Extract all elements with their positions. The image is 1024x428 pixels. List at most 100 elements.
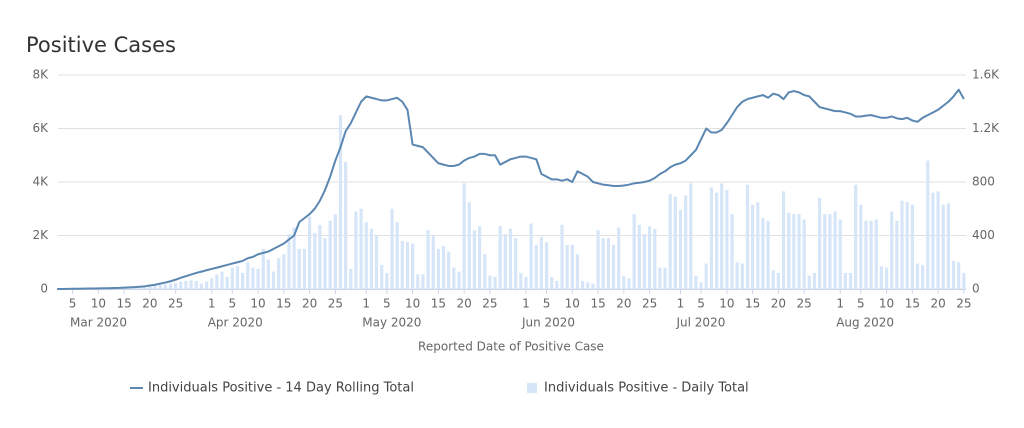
- x-tick-label: 10: [405, 297, 420, 311]
- bar: [591, 283, 595, 289]
- y-tick-label: 6K: [32, 121, 49, 135]
- bar: [277, 258, 281, 289]
- bar: [647, 226, 652, 289]
- bar: [457, 271, 461, 289]
- bar: [225, 276, 229, 289]
- y-tick-label: 2K: [32, 228, 49, 242]
- bar: [642, 234, 647, 289]
- bar: [483, 254, 487, 289]
- y-tick-label: 8K: [32, 68, 49, 82]
- bar: [287, 234, 291, 289]
- bar: [565, 244, 569, 289]
- bar: [158, 284, 162, 289]
- bar: [622, 275, 626, 289]
- x-tick-label: 15: [745, 297, 760, 311]
- bar: [818, 198, 822, 289]
- legend-label: Individuals Positive - Daily Total: [544, 381, 749, 396]
- x-tick-label: 5: [228, 297, 236, 311]
- x-tick-label: 10: [565, 297, 580, 311]
- bar: [833, 211, 837, 289]
- bar: [725, 190, 729, 289]
- bar: [709, 187, 714, 289]
- bar: [673, 196, 677, 289]
- bar: [848, 272, 853, 289]
- bar: [915, 263, 920, 289]
- y2-tick-label: 800: [972, 175, 995, 189]
- bar: [431, 235, 435, 289]
- bar: [544, 242, 549, 289]
- bar: [318, 224, 322, 289]
- bar: [436, 248, 440, 289]
- bar: [447, 251, 451, 289]
- bar: [864, 220, 868, 289]
- bar: [895, 220, 899, 289]
- x-tick-label: 15: [905, 297, 920, 311]
- bar: [220, 271, 224, 289]
- bar: [344, 161, 348, 289]
- x-tick-label: 1: [677, 297, 685, 311]
- bar: [694, 275, 698, 289]
- bar: [704, 263, 708, 289]
- bar: [210, 278, 214, 289]
- x-tick-label: 15: [116, 297, 131, 311]
- bar: [730, 214, 734, 289]
- bar: [174, 282, 178, 289]
- bar: [632, 214, 636, 289]
- bar: [684, 195, 688, 289]
- bar: [416, 274, 420, 289]
- bar: [524, 276, 528, 289]
- x-tick-label: 5: [543, 297, 551, 311]
- bar: [766, 220, 770, 289]
- bar: [266, 259, 270, 289]
- y2-tick-label: 1.2K: [972, 121, 1000, 135]
- bar: [503, 234, 507, 289]
- x-tick-label: 25: [956, 297, 971, 311]
- bar: [581, 280, 585, 289]
- x-tick-label: 20: [456, 297, 471, 311]
- bar: [235, 266, 240, 289]
- bar: [390, 208, 394, 289]
- bar: [787, 212, 791, 289]
- x-tick-label: 25: [168, 297, 183, 311]
- bar: [560, 224, 564, 289]
- bar: [472, 230, 477, 289]
- bar: [838, 219, 842, 289]
- chart-title: Positive Cases: [26, 33, 176, 57]
- bar: [467, 202, 471, 289]
- bar: [941, 204, 945, 289]
- bar: [179, 281, 183, 289]
- x-tick-label: 1: [208, 297, 216, 311]
- bar: [781, 191, 786, 289]
- bar: [678, 210, 683, 289]
- bar: [374, 235, 379, 289]
- bar: [668, 194, 672, 289]
- bar: [735, 262, 739, 289]
- bar: [745, 184, 750, 289]
- month-label: Mar 2020: [70, 316, 127, 330]
- bar: [477, 226, 482, 289]
- x-tick-label: 5: [69, 297, 77, 311]
- bar: [364, 222, 368, 289]
- bar: [488, 275, 492, 289]
- bar: [153, 285, 157, 289]
- bar: [168, 283, 173, 289]
- bar: [395, 222, 399, 289]
- bar: [714, 192, 719, 289]
- bar: [879, 266, 884, 289]
- bar: [241, 272, 245, 289]
- bar: [349, 268, 353, 289]
- x-tick-label: 20: [930, 297, 945, 311]
- x-tick-label: 15: [276, 297, 291, 311]
- bar: [230, 267, 234, 289]
- x-tick-label: 25: [642, 297, 657, 311]
- bar: [369, 228, 374, 289]
- y-tick-label: 0: [40, 282, 48, 296]
- x-tick-label: 1: [836, 297, 844, 311]
- bar: [905, 202, 909, 289]
- bar: [611, 244, 616, 289]
- x-tick-label: 1: [362, 297, 370, 311]
- bar: [663, 267, 667, 289]
- y2-tick-label: 1.6K: [972, 68, 1000, 82]
- bar: [132, 287, 137, 289]
- bar: [297, 248, 301, 289]
